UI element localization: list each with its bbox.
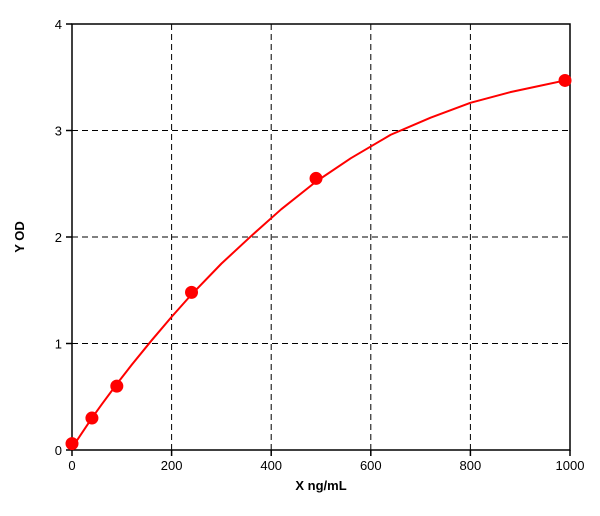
data-point-marker: [86, 412, 98, 424]
standard-curve-chart: 0 200 400 600 800 1000 0 1 2 3 4 X ng/mL Y OD: [0, 0, 600, 516]
data-point-marker: [310, 172, 322, 184]
y-tick-label: 3: [55, 124, 62, 139]
y-axis-label: Y OD: [12, 221, 27, 253]
data-point-marker: [66, 438, 78, 450]
y-tick-label: 2: [55, 230, 62, 245]
y-tick-label: 1: [55, 337, 62, 352]
y-tick-label: 4: [55, 17, 62, 32]
x-tick-label: 200: [161, 458, 183, 473]
data-point-marker: [186, 286, 198, 298]
x-tick-label: 400: [260, 458, 282, 473]
x-tick-label: 600: [360, 458, 382, 473]
data-point-marker: [111, 380, 123, 392]
x-axis-label: X ng/mL: [295, 478, 346, 493]
y-tick-label: 0: [55, 443, 62, 458]
x-tick-label: 1000: [556, 458, 585, 473]
x-tick-label: 800: [460, 458, 482, 473]
data-point-marker: [559, 74, 571, 86]
x-tick-label: 0: [68, 458, 75, 473]
chart-svg: 0 200 400 600 800 1000 0 1 2 3 4 X ng/mL Y OD: [0, 0, 600, 516]
